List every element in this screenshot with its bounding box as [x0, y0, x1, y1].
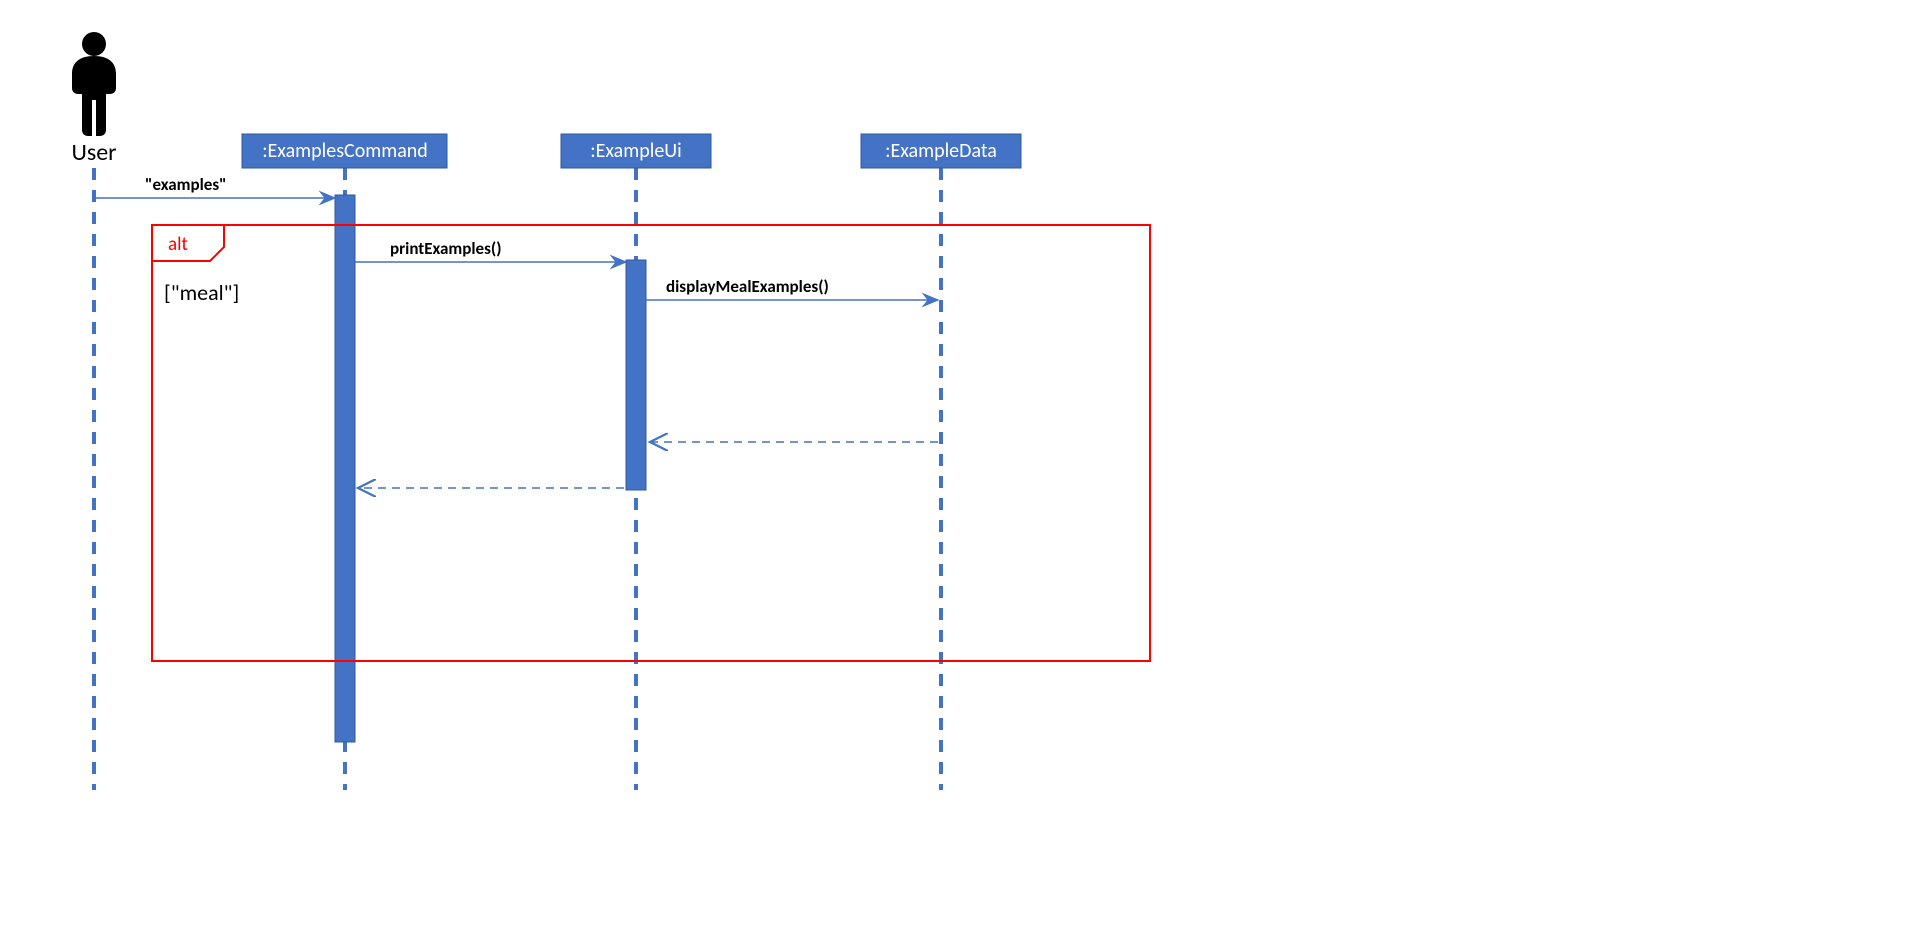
actor-label: User: [71, 138, 116, 167]
svg-text:printExamples(): printExamples(): [390, 238, 502, 259]
activation-examples-command: [335, 195, 355, 742]
svg-text:"examples": "examples": [145, 174, 227, 195]
message-print-examples: printExamples(): [355, 238, 626, 262]
alt-guard: ["meal"]: [164, 279, 239, 306]
alt-label-tab: [152, 225, 224, 261]
svg-text::ExampleData: :ExampleData: [885, 139, 997, 163]
participant-example-ui: :ExampleUi: [561, 134, 711, 168]
participant-example-data: :ExampleData: [861, 134, 1021, 168]
alt-label: alt: [168, 233, 188, 256]
svg-text::ExampleUi: :ExampleUi: [590, 139, 681, 163]
actor-icon: [72, 32, 116, 136]
participant-examples-command: :ExamplesCommand: [242, 134, 447, 168]
activation-example-ui: [626, 260, 646, 490]
message-display-meal-examples: displayMealExamples(): [646, 276, 938, 300]
message-examples: "examples": [96, 174, 335, 198]
alt-fragment-box: [152, 225, 1150, 661]
svg-text:displayMealExamples(): displayMealExamples(): [666, 276, 829, 297]
svg-text::ExamplesCommand: :ExamplesCommand: [262, 139, 428, 163]
